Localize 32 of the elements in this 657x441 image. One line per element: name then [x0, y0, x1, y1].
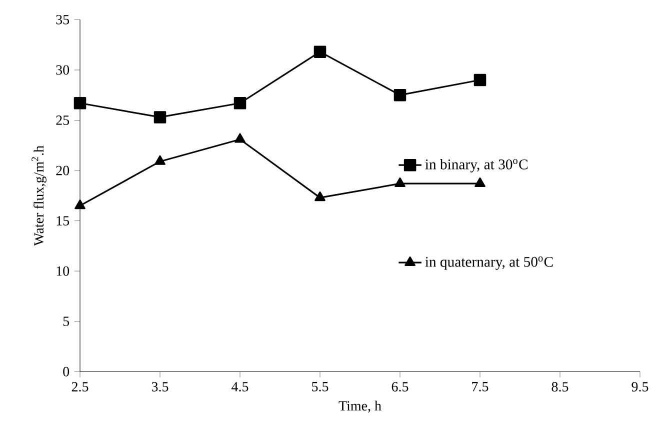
y-tick-label: 25: [56, 116, 70, 125]
y-tick-label: 5: [63, 316, 70, 326]
legend-label: in quaternary, at 50$^{o}$C: [425, 256, 553, 270]
x-tick-label: 9.5: [632, 382, 648, 392]
y-tick-label: 20: [56, 166, 70, 176]
y-tick-label: 0: [63, 366, 70, 376]
point: [234, 97, 246, 110]
point: [394, 88, 406, 102]
point: [314, 46, 326, 58]
point: [74, 97, 86, 110]
y-axis-title: Water flux,g/m$^{2}$.h: [32, 146, 46, 246]
point: [474, 177, 486, 188]
point: [154, 155, 166, 165]
y-tick-label: 10: [56, 266, 70, 276]
x-tick-label: 7.5: [472, 382, 488, 392]
x-tick-label: 6.5: [392, 382, 408, 392]
x-axis-title: Time, h: [338, 400, 382, 413]
x-tick-label: 8.5: [552, 382, 568, 392]
point: [474, 74, 486, 86]
x-tick-label: 3.5: [152, 382, 168, 392]
point: [314, 192, 326, 202]
point: [234, 133, 246, 143]
point: [154, 111, 166, 124]
x-tick-label: 5.5: [312, 382, 328, 392]
legend-label: in binary, at 30$^{o}$C: [425, 159, 528, 172]
y-tick-label: 15: [56, 216, 70, 226]
y-tick-label: 35: [56, 14, 70, 24]
point: [394, 177, 406, 188]
x-tick-label: 2.5: [72, 382, 88, 392]
y-tick-label: 30: [56, 65, 70, 75]
point: [74, 200, 86, 210]
x-tick-label: 4.5: [232, 382, 248, 392]
